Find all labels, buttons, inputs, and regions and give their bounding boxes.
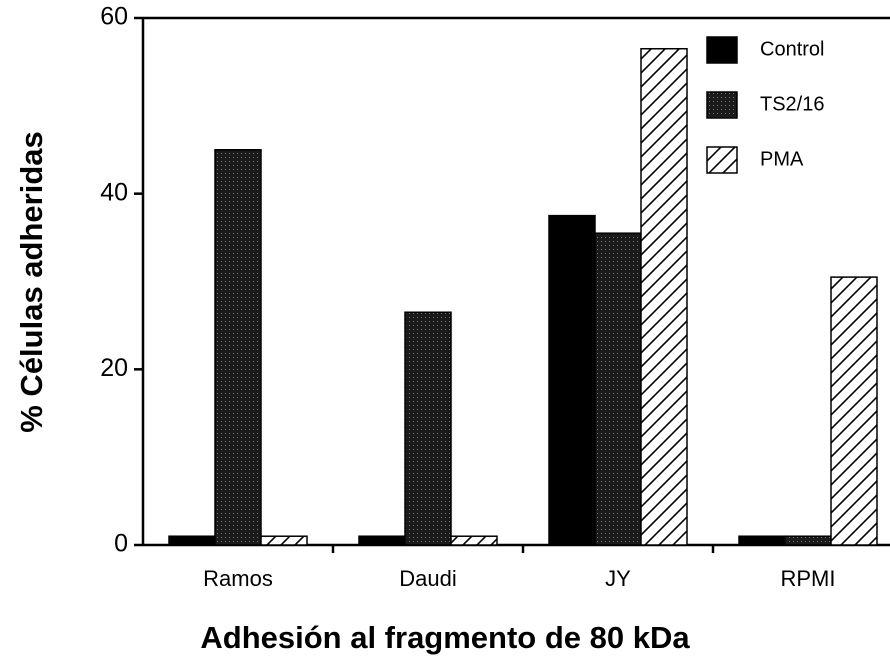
bar (640, 47, 688, 546)
bar (260, 535, 308, 546)
y-tick-label: 20 (100, 354, 128, 382)
y-axis-title: % Células adheridas (14, 131, 49, 433)
bar (784, 535, 832, 546)
legend-swatch (706, 91, 738, 119)
legend-swatch (706, 36, 738, 64)
plot-area (168, 47, 878, 546)
bar (358, 535, 406, 546)
bar (548, 214, 596, 546)
bar (214, 149, 262, 546)
x-tick-label: Ramos (203, 566, 273, 591)
y-tick-label: 60 (100, 3, 128, 31)
x-tick-label: Daudi (399, 566, 456, 591)
bar (738, 535, 786, 546)
bar (450, 535, 498, 546)
bar (168, 535, 216, 546)
bar (830, 276, 878, 546)
legend-label: PMA (760, 148, 804, 170)
bar (594, 232, 642, 546)
legend-label: TS2/16 (760, 93, 824, 115)
x-axis-title: Adhesión al fragmento de 80 kDa (200, 620, 690, 655)
x-tick-label: RPMI (781, 566, 836, 591)
legend-swatch (706, 146, 738, 174)
y-tick-label: 0 (114, 530, 128, 558)
bar (404, 311, 452, 546)
legend-label: Control (760, 38, 824, 60)
x-tick-label: JY (605, 566, 631, 591)
y-tick-label: 40 (100, 178, 128, 206)
